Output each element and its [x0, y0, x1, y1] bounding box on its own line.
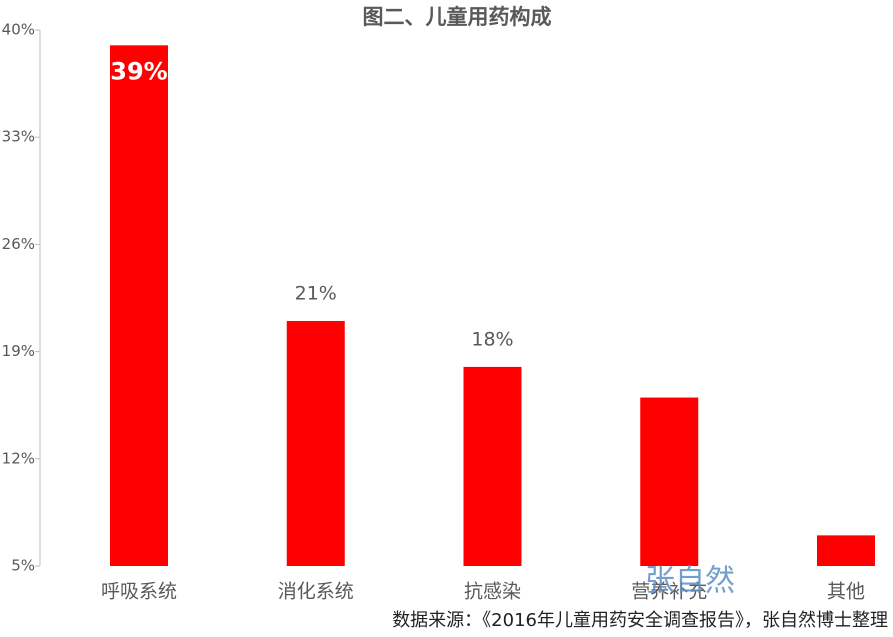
x-tick-label: 呼吸系统	[101, 581, 177, 603]
y-tick-label: 26%	[2, 235, 35, 253]
source-note: 数据来源：《2016年儿童用药安全调查报告》，张自然博士整理	[392, 610, 888, 631]
x-tick-label: 其他	[827, 581, 865, 603]
y-tick-label: 33%	[2, 128, 35, 146]
x-tick-label: 消化系统	[278, 581, 354, 603]
value-label: 21%	[295, 282, 337, 304]
x-tick-label: 抗感染	[464, 581, 521, 603]
bar	[286, 320, 345, 566]
watermark: 张自然	[645, 564, 735, 599]
y-tick-label: 19%	[2, 342, 35, 360]
y-tick-label: 12%	[2, 449, 35, 467]
y-tick-label: 5%	[11, 557, 35, 575]
bar	[640, 397, 699, 566]
value-label: 18%	[471, 328, 513, 350]
x-tick-label: 营养补充	[631, 581, 707, 603]
bar	[463, 366, 522, 566]
value-label: 39%	[110, 57, 167, 85]
chart-title: 图二、儿童用药构成	[363, 5, 552, 29]
bar	[817, 535, 875, 566]
y-tick-label: 40%	[2, 21, 35, 39]
bar	[110, 45, 168, 567]
